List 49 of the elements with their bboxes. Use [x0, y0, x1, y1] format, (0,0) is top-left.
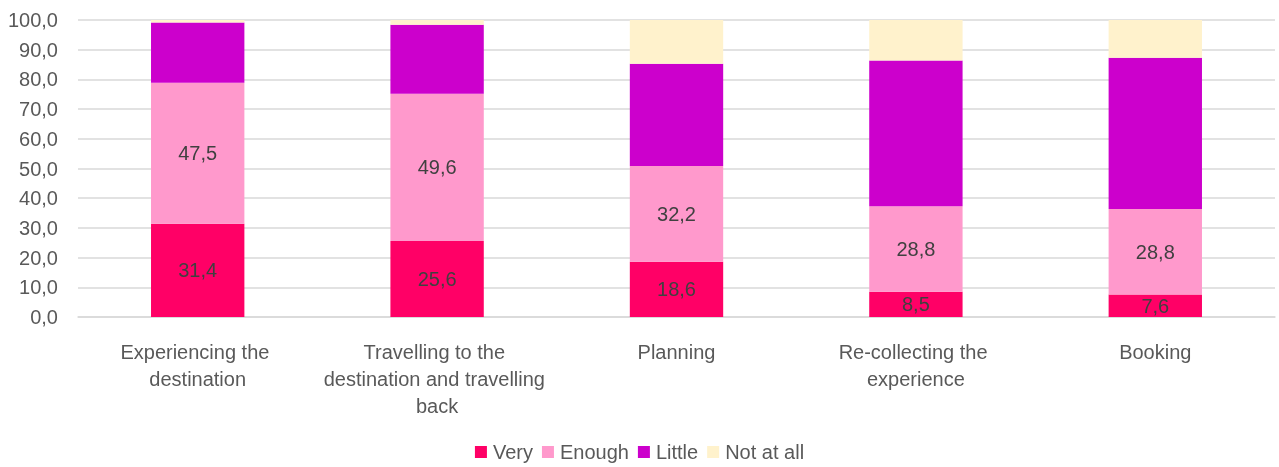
bar — [629, 261, 724, 317]
y-tick-label: 80,0 — [19, 68, 58, 91]
bar — [869, 291, 963, 317]
bar — [1108, 57, 1202, 209]
data-label: 28,8 — [896, 237, 936, 260]
data-label: 7,6 — [1141, 294, 1170, 317]
bar — [869, 60, 963, 207]
x-tick-label: Booking — [1119, 340, 1192, 363]
bar — [869, 20, 963, 61]
bar — [151, 223, 245, 317]
bar — [390, 24, 484, 94]
data-label: 31,4 — [178, 259, 218, 282]
y-tick-label: 100,0 — [7, 9, 58, 31]
y-tick-label: 20,0 — [19, 246, 58, 269]
data-label: 8,5 — [901, 293, 930, 316]
bar — [390, 20, 484, 25]
bar — [1108, 294, 1202, 317]
y-tick-label: 60,0 — [19, 127, 58, 150]
legend-label: Little — [655, 441, 699, 463]
legend-label: Very — [492, 441, 533, 463]
y-tick-label: 50,0 — [19, 157, 58, 180]
bar — [629, 20, 724, 64]
data-label: 18,6 — [657, 278, 696, 301]
bar — [1108, 208, 1202, 295]
bar — [869, 206, 963, 292]
bar — [151, 22, 245, 83]
data-label: 32,2 — [657, 202, 696, 225]
y-tick-label: 10,0 — [19, 276, 58, 299]
y-tick-label: 90,0 — [19, 38, 58, 61]
y-tick-label: 0,0 — [30, 306, 58, 328]
data-label: 25,6 — [417, 267, 457, 290]
legend-label: Enough — [559, 441, 629, 463]
x-tick-label: Travelling to the destination and travelling back — [323, 340, 551, 417]
x-tick-label: Re-collecting the experience — [838, 340, 994, 390]
bar — [629, 166, 724, 262]
y-tick-label: 70,0 — [19, 98, 58, 121]
data-label: 28,8 — [1135, 240, 1175, 263]
legend-label: Not at all — [725, 441, 805, 463]
x-tick-label: Planning — [637, 340, 716, 363]
data-label: 47,5 — [178, 142, 218, 165]
y-tick-label: 30,0 — [19, 216, 58, 239]
bar — [390, 93, 484, 241]
x-tick-label: Experiencing the destination — [120, 340, 275, 390]
bar — [629, 63, 724, 167]
data-label: 49,6 — [417, 156, 457, 179]
y-tick-label: 40,0 — [19, 187, 58, 210]
bar — [151, 82, 245, 224]
bar — [1108, 20, 1202, 58]
bar — [390, 240, 484, 317]
